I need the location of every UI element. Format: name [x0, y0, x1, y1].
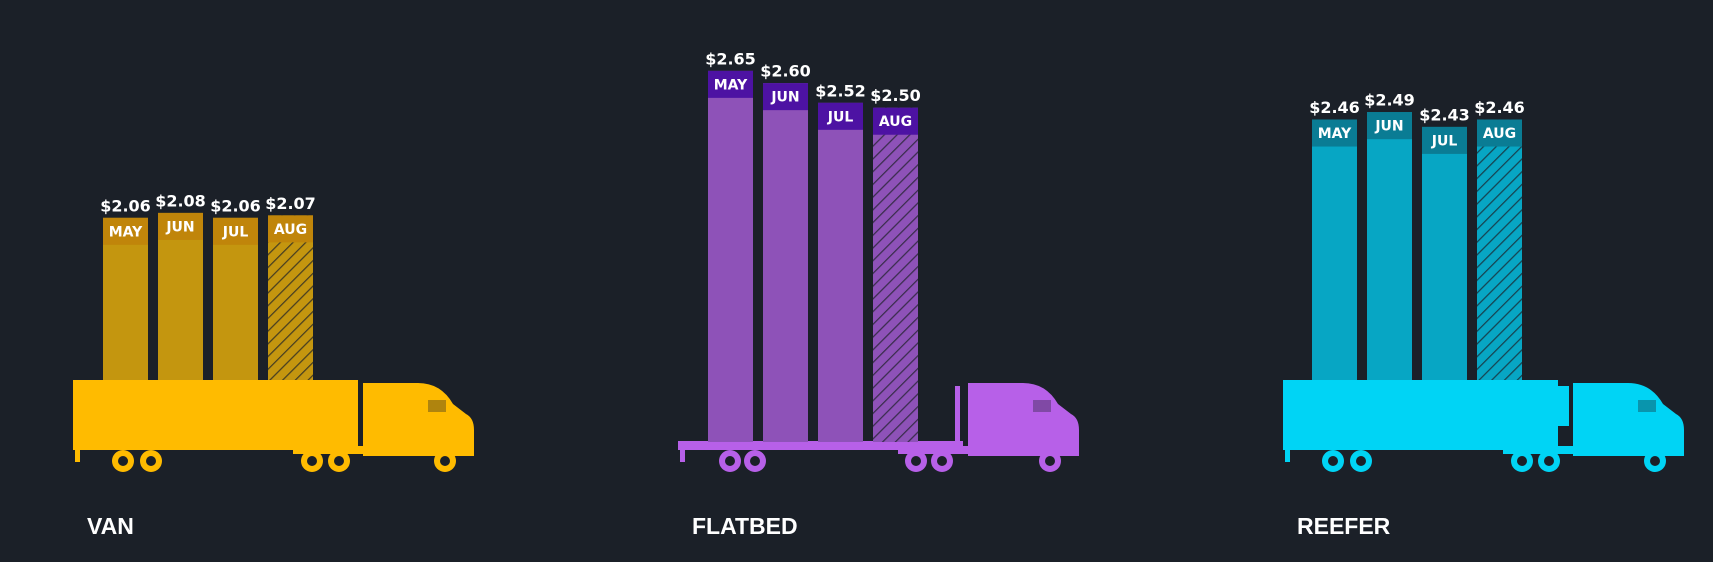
- chart-title: VAN: [87, 513, 134, 539]
- month-label: JUN: [165, 219, 194, 235]
- month-box: [213, 217, 258, 245]
- month-label: JUN: [1374, 119, 1403, 135]
- month-box: [818, 102, 863, 130]
- month-label: MAY: [109, 224, 143, 240]
- month-box: [1367, 112, 1412, 140]
- value-label: $2.52: [815, 81, 866, 100]
- bar: [818, 102, 863, 442]
- month-label: JUN: [770, 90, 799, 106]
- value-label: $2.06: [210, 196, 261, 215]
- bar: [708, 70, 753, 443]
- van-truck: [73, 380, 474, 472]
- value-label: $2.07: [265, 194, 316, 213]
- chart-title: REEFER: [1297, 513, 1391, 539]
- bar: [1422, 126, 1467, 381]
- bar: [158, 212, 203, 380]
- month-box: [873, 107, 918, 135]
- month-label: MAY: [714, 77, 748, 93]
- value-label: $2.06: [100, 196, 151, 215]
- month-box: [1422, 126, 1467, 154]
- month-label: JUL: [827, 109, 854, 125]
- month-label: AUG: [274, 222, 307, 238]
- value-label: $2.46: [1474, 98, 1525, 117]
- bar: [1312, 119, 1357, 381]
- month-box: [1312, 119, 1357, 147]
- value-label: $2.60: [760, 62, 811, 81]
- bar: [268, 215, 313, 380]
- month-box: [708, 70, 753, 98]
- month-label: AUG: [879, 114, 912, 130]
- value-label: $2.46: [1309, 98, 1360, 117]
- value-label: $2.49: [1364, 91, 1415, 110]
- month-label: AUG: [1483, 126, 1516, 142]
- bar: [103, 217, 148, 380]
- bar: [873, 107, 918, 443]
- bar: [213, 217, 258, 380]
- month-box: [763, 83, 808, 111]
- month-box: [103, 217, 148, 245]
- month-label: JUL: [222, 224, 249, 240]
- value-label: $2.65: [705, 49, 756, 68]
- bar: [1477, 119, 1522, 381]
- month-box: [1477, 119, 1522, 147]
- value-label: $2.08: [155, 191, 206, 210]
- month-label: MAY: [1318, 126, 1352, 142]
- bar: [763, 83, 808, 443]
- chart-title: FLATBED: [692, 513, 798, 539]
- month-box: [268, 215, 313, 243]
- bar: [1367, 112, 1412, 381]
- month-box: [158, 212, 203, 240]
- value-label: $2.50: [870, 86, 921, 105]
- reefer-truck: [1283, 380, 1684, 472]
- value-label: $2.43: [1419, 105, 1470, 124]
- month-label: JUL: [1431, 133, 1458, 149]
- flatbed-truck: [678, 383, 1079, 472]
